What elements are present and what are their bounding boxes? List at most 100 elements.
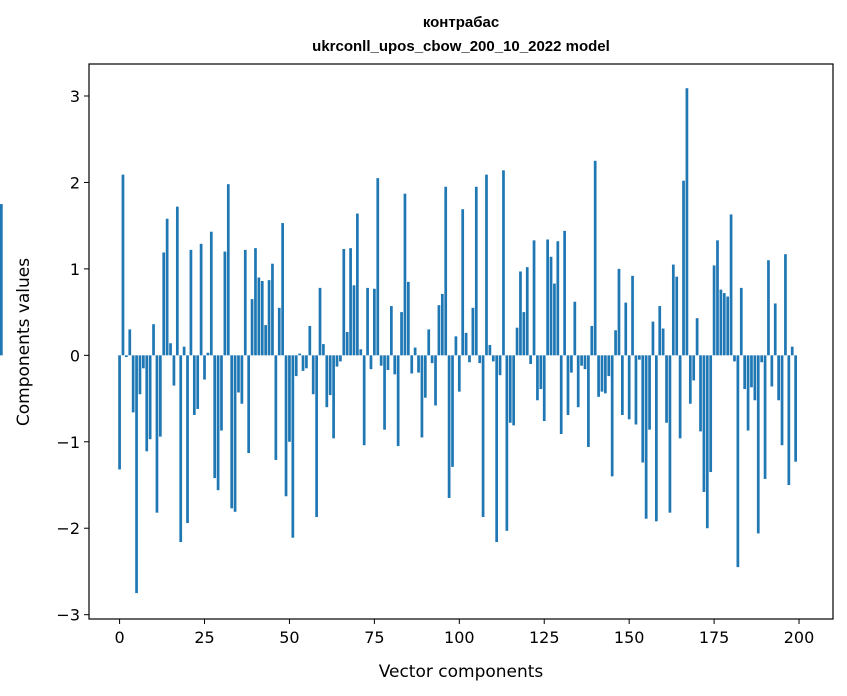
bar-177: [719, 289, 723, 356]
bar-97: [447, 355, 451, 498]
bar-121: [529, 355, 532, 364]
bar-169: [692, 355, 696, 381]
bar-71: [359, 349, 363, 356]
bar-43: [264, 325, 268, 356]
bar-153: [638, 355, 641, 360]
bar-34: [233, 355, 237, 512]
bar-100: [457, 355, 461, 392]
bar-190: [763, 355, 767, 479]
bar-185: [746, 355, 750, 431]
bar-195: [780, 355, 784, 446]
bar-5: [135, 355, 138, 594]
bar-126: [546, 239, 549, 356]
bar-137: [583, 355, 587, 370]
bar-20: [186, 355, 189, 524]
bar-138: [587, 355, 590, 447]
bar-81: [393, 355, 397, 375]
bar-49: [284, 355, 288, 497]
bar-22: [192, 355, 196, 415]
bar-112: [498, 355, 502, 376]
bar-192: [770, 355, 774, 387]
bar-117: [515, 327, 519, 356]
x-tick-label: 75: [364, 628, 384, 647]
bar-154: [641, 355, 645, 463]
bar-141: [597, 355, 600, 397]
bar-158: [654, 355, 658, 522]
bar-143: [604, 355, 607, 394]
bar-27: [209, 231, 213, 356]
bar-62: [328, 355, 332, 396]
bar-83: [400, 312, 403, 356]
bar-19: [182, 346, 186, 356]
bar-30: [220, 355, 223, 431]
bar-188: [756, 355, 760, 534]
x-axis: 0 25 50 75 100 125 150 175 200: [114, 619, 814, 647]
y-tick-label: 2: [70, 173, 80, 192]
bar-48: [281, 223, 284, 356]
bar-111: [495, 355, 499, 543]
bar-47: [277, 307, 281, 356]
y-tick-label: −2: [56, 519, 80, 538]
bar-145: [610, 355, 614, 477]
bar-114: [505, 355, 509, 531]
bar-183: [739, 287, 743, 356]
bar-181: [733, 355, 736, 362]
bar-136: [580, 355, 583, 366]
bar-163: [671, 264, 675, 356]
bar-42: [260, 280, 264, 356]
bar-23: [196, 355, 200, 409]
chart-subtitle: ukrconll_upos_cbow_200_10_2022 model: [312, 38, 610, 55]
x-axis-label: Vector components: [379, 662, 544, 682]
bar-142: [600, 355, 604, 392]
bar-55: [305, 355, 308, 369]
bar-110: [491, 355, 495, 362]
bar-107: [481, 355, 485, 517]
bar-139: [590, 325, 594, 356]
bar-16: [172, 355, 176, 386]
bar-31: [223, 251, 227, 356]
bar-18: [179, 355, 183, 543]
bar-0: [118, 355, 121, 470]
bar-109: [488, 344, 492, 356]
bar-125: [542, 355, 546, 422]
bar-51: [291, 355, 295, 538]
bar-120: [525, 267, 529, 356]
bar-7: [142, 355, 145, 369]
bar-64: [335, 355, 339, 367]
bar-21: [189, 249, 193, 356]
bar-25: [203, 355, 206, 380]
bar-79: [386, 355, 390, 371]
bar-6: [138, 355, 142, 395]
bar-38: [247, 355, 251, 454]
bar-162: [668, 355, 672, 513]
bar-29: [216, 355, 220, 491]
bar-124: [539, 355, 543, 390]
bar-199: [794, 355, 797, 462]
bar-134: [573, 301, 577, 356]
bar-65: [339, 355, 342, 362]
y-tick-label: −3: [56, 606, 80, 625]
bar-99: [454, 336, 458, 356]
bar-61: [325, 355, 329, 408]
bar-103: [468, 355, 471, 363]
bar-90: [423, 355, 427, 398]
bar-168: [688, 355, 692, 404]
bar-36: [240, 355, 244, 404]
bar-198: [790, 346, 794, 356]
bar-166: [682, 180, 685, 356]
bar-140: [593, 160, 597, 356]
bar-24: [199, 243, 203, 356]
bar-170: [695, 318, 699, 356]
bar-146: [614, 330, 617, 356]
y-tick-label: 0: [70, 346, 80, 365]
bar-50: [288, 355, 291, 442]
bar-155: [644, 355, 648, 519]
bar-46: [274, 355, 278, 460]
bar-57: [311, 355, 315, 395]
x-tick-label: 100: [444, 628, 475, 647]
bar-184: [743, 355, 747, 390]
bar-175: [712, 265, 716, 356]
bar-17: [175, 206, 179, 356]
bar-41: [257, 277, 261, 356]
bar-132: [566, 355, 570, 415]
